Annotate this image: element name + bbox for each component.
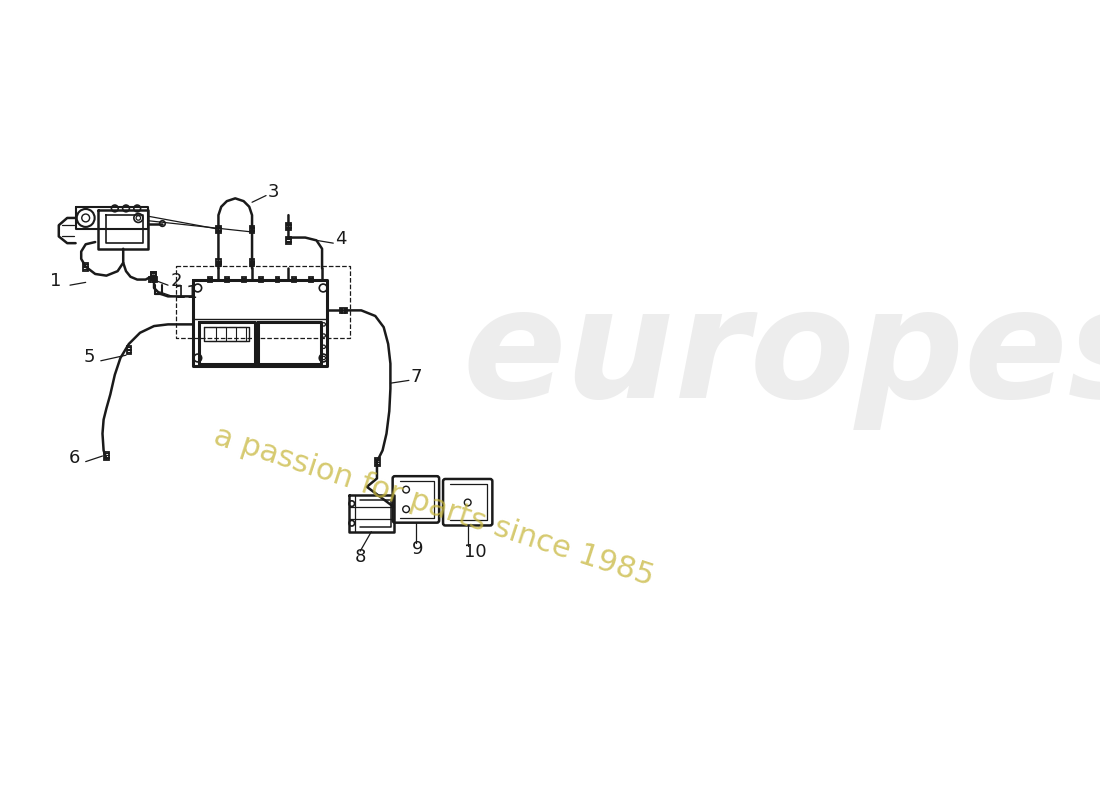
Bar <box>84 262 88 270</box>
Bar <box>242 277 246 282</box>
Bar <box>151 272 156 279</box>
Bar <box>276 277 279 282</box>
Bar <box>148 278 157 282</box>
Bar <box>126 346 131 354</box>
Text: 4: 4 <box>334 230 346 248</box>
Text: 10: 10 <box>464 543 486 561</box>
Bar <box>309 277 313 282</box>
Text: 9: 9 <box>411 540 424 558</box>
Bar <box>250 259 254 266</box>
Bar <box>104 452 109 460</box>
Bar <box>286 223 290 230</box>
Bar <box>217 226 221 233</box>
Bar <box>250 226 254 233</box>
Bar <box>226 277 229 282</box>
Bar <box>208 277 212 282</box>
Text: 5: 5 <box>84 349 96 366</box>
Text: europes: europes <box>462 281 1100 430</box>
Text: 1: 1 <box>51 272 62 290</box>
Text: 2: 2 <box>170 272 183 290</box>
Text: 7: 7 <box>410 367 422 386</box>
Bar <box>340 308 346 313</box>
Text: 11: 11 <box>175 284 198 302</box>
Bar <box>286 237 290 244</box>
Bar <box>375 458 379 466</box>
Bar <box>258 277 263 282</box>
Bar <box>217 259 221 266</box>
Text: 6: 6 <box>69 450 80 467</box>
Text: 8: 8 <box>354 549 366 566</box>
Text: 3: 3 <box>267 183 279 202</box>
Text: a passion for parts since 1985: a passion for parts since 1985 <box>210 422 658 591</box>
Bar <box>151 272 156 279</box>
Bar <box>293 277 296 282</box>
